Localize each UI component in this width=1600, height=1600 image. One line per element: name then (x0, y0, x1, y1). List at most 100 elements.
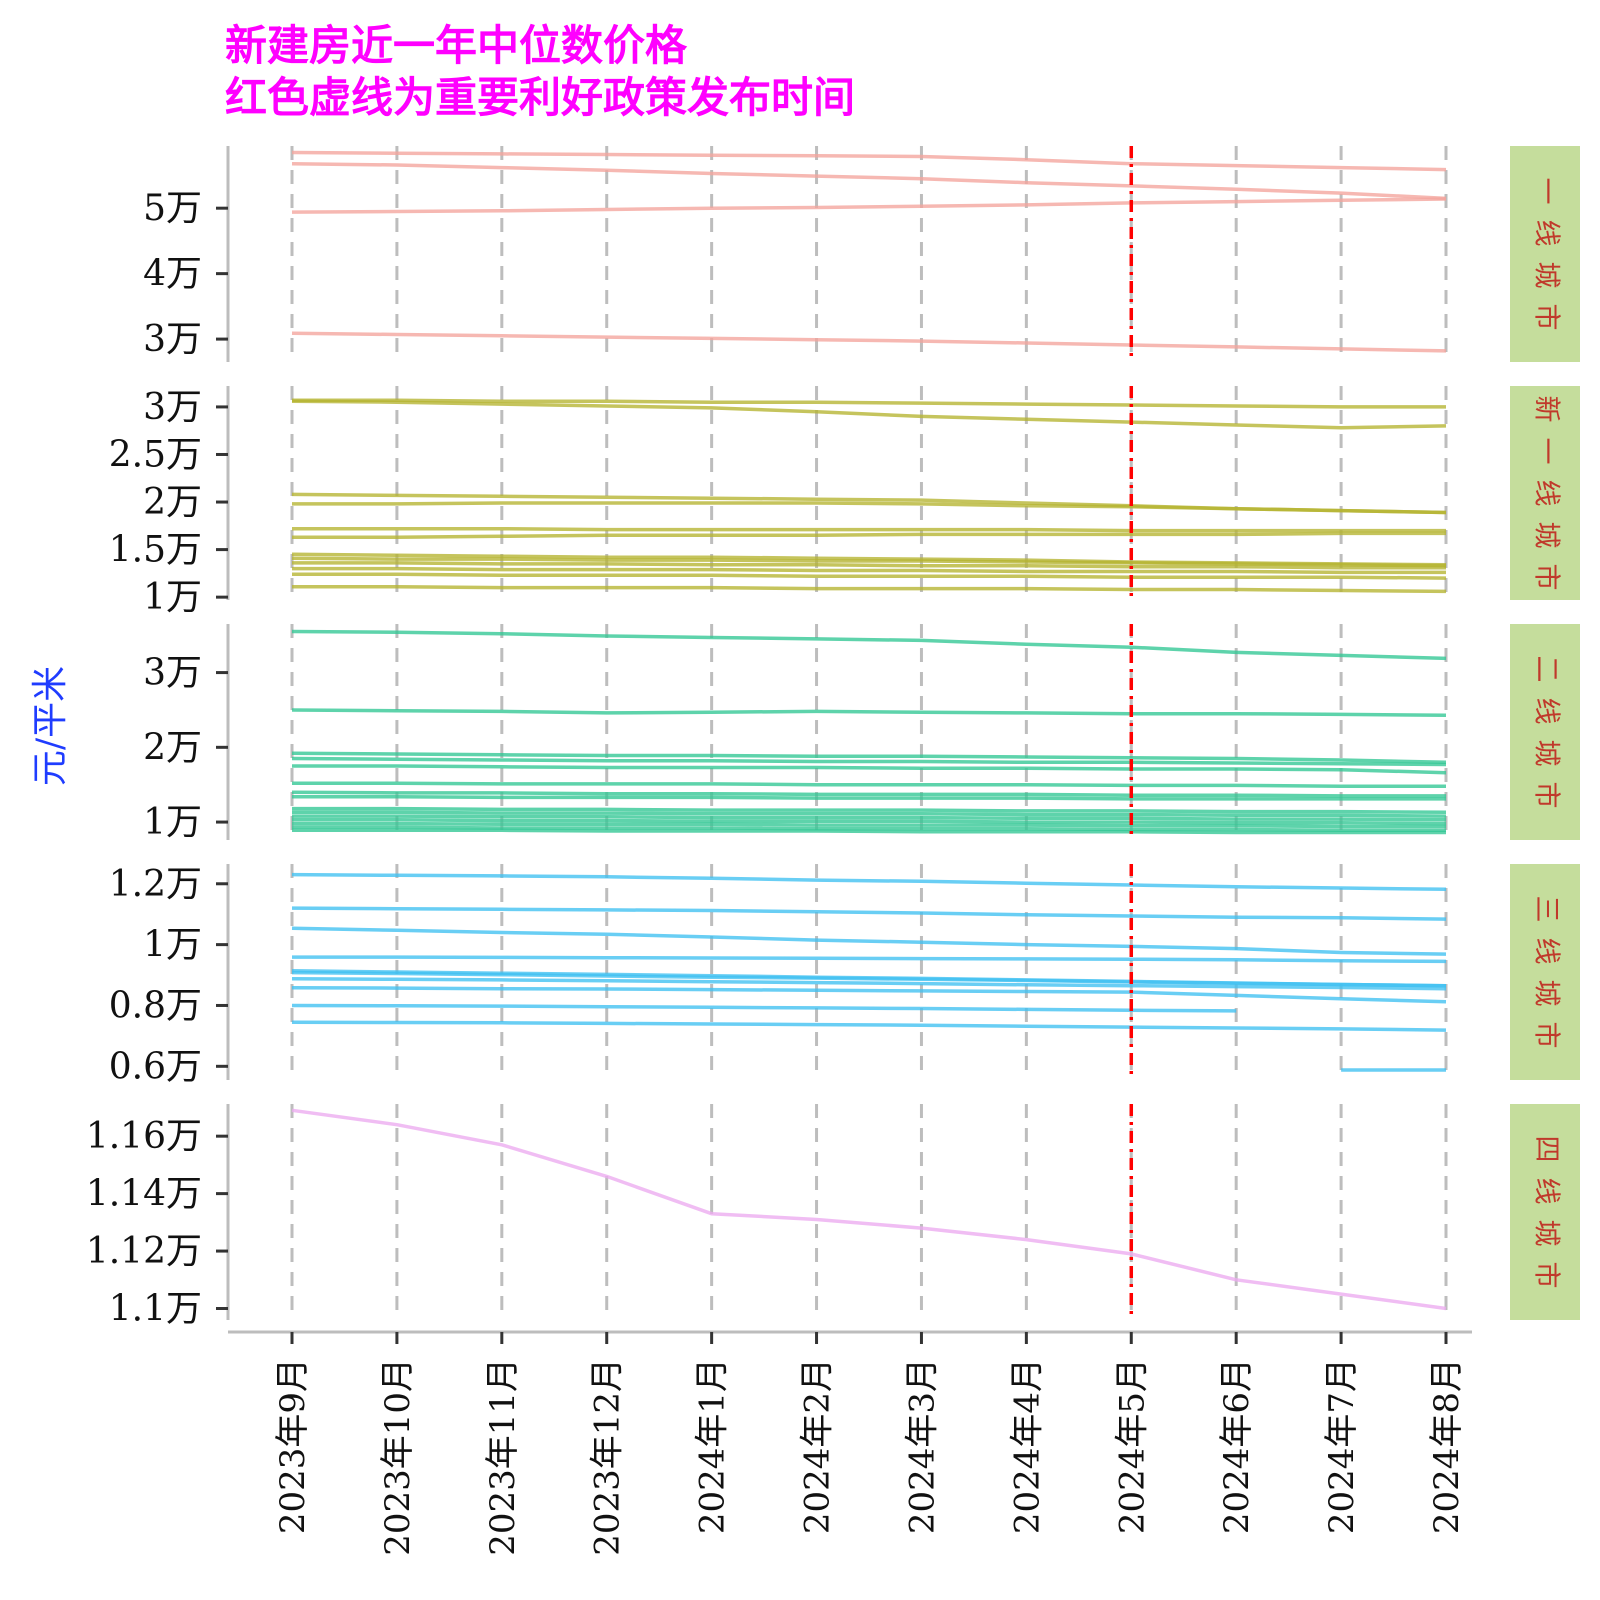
y-tick-label: 2万 (143, 482, 202, 523)
strip-label-char: 城 (1531, 522, 1562, 549)
y-tick-label: 2万 (143, 727, 202, 768)
x-tick-label: 2023年12月 (588, 1358, 628, 1556)
series-line (291, 331, 1447, 353)
series-line (292, 814, 1447, 822)
series-line (291, 872, 1447, 892)
x-axis: 2023年9月 2023年10月 2023年11月 2023年12月 2024年1月 20… (228, 1330, 1472, 1556)
series-line (292, 764, 1447, 775)
series-line (292, 501, 1447, 515)
y-tick-label: 1.12万 (86, 1231, 202, 1272)
series-line (291, 970, 1447, 988)
strip-label-char: 城 (1531, 740, 1562, 767)
strip-background (1510, 624, 1580, 840)
y-tick-label: 3万 (143, 653, 202, 694)
series-line (291, 1003, 1237, 1013)
strip-label-char: 线 (1531, 220, 1562, 247)
series-line (291, 751, 1447, 765)
series-line (292, 531, 1446, 539)
strip-label-char: 线 (1531, 480, 1562, 507)
x-tick-label: 2023年11月 (483, 1358, 523, 1556)
x-tick-label: 2024年7月 (1322, 1358, 1362, 1534)
strip-background (1510, 386, 1580, 600)
series-line (292, 561, 1446, 570)
series-line (291, 906, 1447, 921)
series-line (292, 572, 1447, 580)
series-line (292, 794, 1446, 801)
series-line (291, 197, 1447, 214)
strip-label-char: 一 (1531, 438, 1562, 465)
strip-label-char: 线 (1531, 1178, 1562, 1205)
x-tick-label: 2023年9月 (273, 1358, 313, 1534)
y-tick-label: 2.5万 (109, 434, 202, 475)
y-tick-label: 1.16万 (86, 1116, 202, 1157)
x-tick-label: 2023年10月 (378, 1358, 418, 1556)
series-line (292, 566, 1446, 575)
strip-background (1510, 864, 1580, 1080)
series-line (291, 629, 1447, 661)
strip-label-char: 市 (1531, 1022, 1562, 1049)
y-tick-label: 1.2万 (109, 864, 202, 905)
series-line (291, 150, 1447, 172)
strip-label-char: 二 (1531, 656, 1562, 683)
series-line (291, 161, 1447, 201)
y-tick-label: 0.8万 (109, 985, 202, 1026)
y-tick-label: 1万 (143, 802, 202, 843)
y-tick-label: 1.1万 (109, 1289, 202, 1330)
x-tick-label: 2024年2月 (798, 1358, 838, 1534)
y-tick-label: 1.14万 (86, 1174, 202, 1215)
chart-title-line1: 新建房近一年中位数价格 (225, 21, 688, 70)
series-line (292, 806, 1447, 815)
strip-label-char: 市 (1531, 304, 1562, 331)
y-tick-label: 4万 (143, 254, 202, 295)
strip-label-char: 城 (1531, 1220, 1562, 1247)
series-line (291, 556, 1447, 568)
series-line (291, 708, 1447, 717)
series-line (291, 399, 1447, 430)
y-tick-label: 0.6万 (109, 1046, 202, 1087)
series-line (292, 818, 1447, 826)
strip-label-char: 城 (1531, 262, 1562, 289)
series-line (291, 926, 1447, 956)
strip-background (1510, 1104, 1580, 1320)
series-line (291, 986, 1447, 1004)
y-axis-label: 元/平米 (30, 666, 71, 786)
x-tick-label: 2024年3月 (902, 1358, 942, 1534)
series-line (292, 584, 1447, 594)
x-tick-label: 2024年1月 (693, 1358, 733, 1534)
strip-background (1510, 146, 1580, 362)
series-line (292, 781, 1446, 788)
strip-label-char: 线 (1531, 698, 1562, 725)
series-line (291, 1020, 1447, 1032)
strip-label-char: 市 (1531, 1262, 1562, 1289)
y-tick-label: 1万 (143, 577, 202, 618)
series-line (292, 398, 1446, 409)
strip-label-char: 四 (1531, 1136, 1562, 1163)
series-line (291, 976, 1447, 991)
series-line (292, 810, 1447, 818)
x-tick-label: 2024年6月 (1217, 1358, 1257, 1534)
x-tick-label: 2024年8月 (1427, 1358, 1467, 1534)
y-tick-label: 5万 (143, 188, 202, 229)
x-tick-label: 2024年4月 (1007, 1358, 1047, 1534)
chart-title-line2: 红色虚线为重要利好政策发布时间 (225, 73, 855, 122)
strip-label-char: 市 (1531, 564, 1562, 591)
series-line (292, 828, 1446, 835)
series-line (292, 821, 1446, 829)
series-line (291, 756, 1447, 767)
strip-label-char: 线 (1531, 938, 1562, 965)
series-line (292, 526, 1446, 533)
y-tick-label: 3万 (143, 387, 202, 428)
y-tick-label: 1.5万 (109, 530, 202, 571)
strip-label-char: 一 (1531, 178, 1562, 205)
x-tick-label: 2024年5月 (1112, 1358, 1152, 1534)
series-line (291, 1108, 1447, 1311)
series-line (292, 955, 1447, 964)
strip-label-char: 市 (1531, 782, 1562, 809)
